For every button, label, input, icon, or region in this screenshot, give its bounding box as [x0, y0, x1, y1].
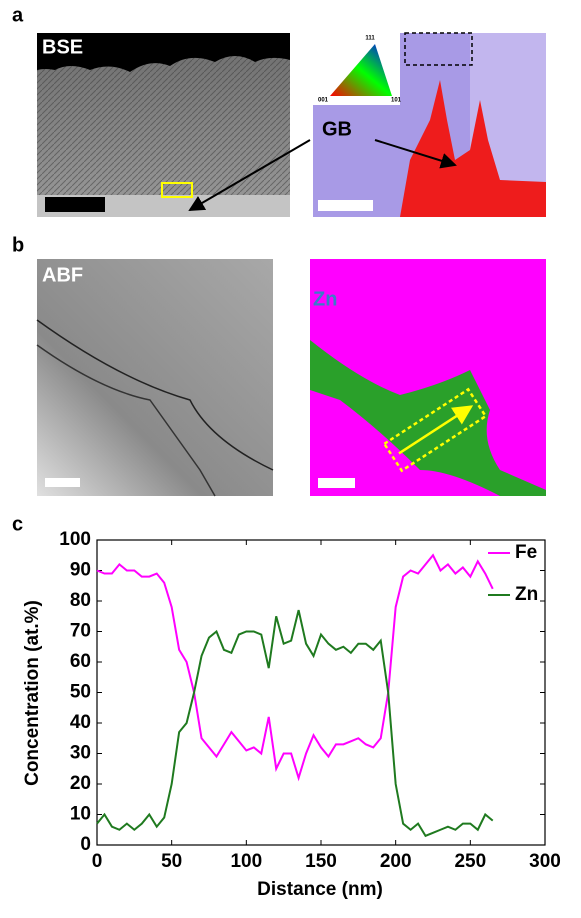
- y-tick-label: 100: [59, 529, 91, 550]
- y-tick-label: 80: [70, 590, 91, 611]
- panel-label: a: [12, 4, 24, 26]
- y-tick-label: 70: [70, 621, 91, 642]
- y-tick-label: 10: [70, 804, 91, 825]
- x-tick-label: 300: [529, 851, 561, 872]
- x-axis-title: Distance (nm): [257, 879, 383, 900]
- x-tick-label: 150: [305, 851, 337, 872]
- image-label: ABF: [42, 264, 83, 286]
- y-tick-label: 20: [70, 773, 91, 794]
- y-tick-label: 40: [70, 712, 91, 733]
- panel-label: b: [12, 234, 24, 256]
- y-axis-title: Concentration (at.%): [22, 600, 43, 786]
- y-tick-label: 30: [70, 743, 91, 764]
- x-tick-label: 250: [454, 851, 486, 872]
- x-tick-label: 100: [230, 851, 262, 872]
- zn-map: [310, 259, 546, 496]
- abf-image: [36, 259, 274, 497]
- panel-label: c: [12, 513, 23, 535]
- y-tick-label: 60: [70, 651, 91, 672]
- image-label: Zn: [313, 288, 337, 310]
- key-label: 001: [318, 98, 329, 104]
- key-label: 111: [365, 36, 375, 42]
- x-tick-label: 0: [92, 851, 103, 872]
- x-tick-label: 50: [161, 851, 182, 872]
- series-line: [96, 553, 494, 782]
- y-tick-label: 0: [80, 834, 91, 855]
- legend-label: Zn: [515, 584, 538, 605]
- legend-label: Fe: [515, 542, 537, 563]
- series-line: [96, 609, 494, 838]
- y-tick-label: 50: [70, 682, 91, 703]
- key-label: 101: [391, 98, 402, 104]
- image-label: GB: [322, 118, 352, 140]
- y-tick-label: 90: [70, 560, 91, 581]
- bse-image: [37, 33, 290, 217]
- ebsd-image: [188, 32, 546, 217]
- x-tick-label: 200: [380, 851, 412, 872]
- image-label: BSE: [42, 36, 83, 58]
